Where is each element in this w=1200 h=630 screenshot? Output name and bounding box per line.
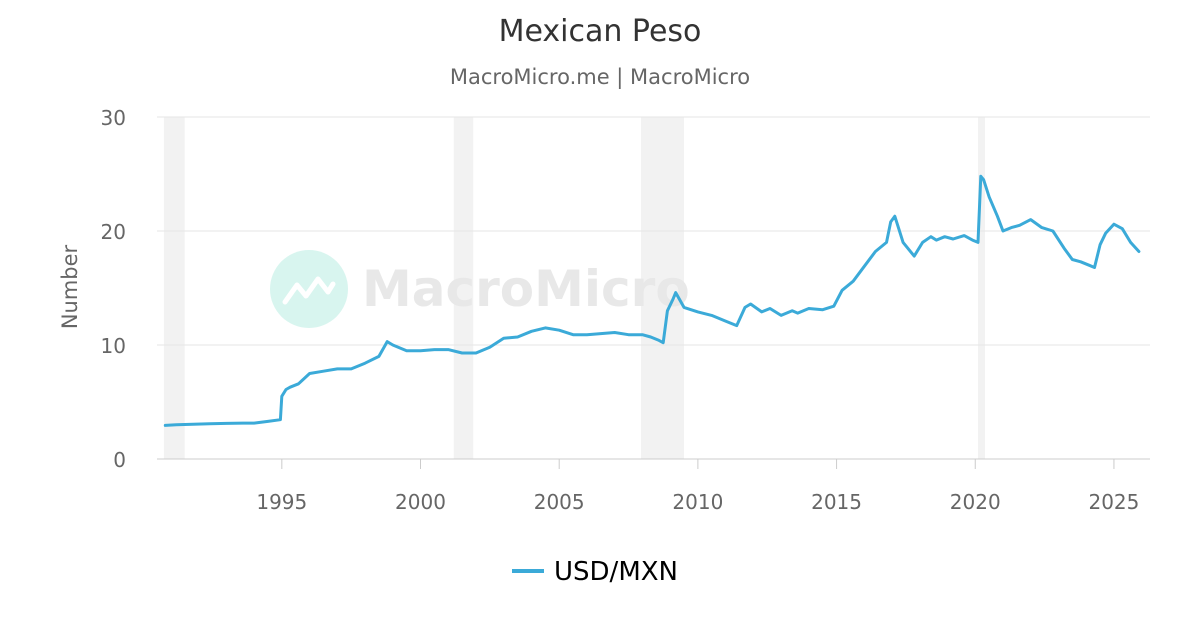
chart-title: Mexican Peso xyxy=(498,14,702,49)
shaded-periods xyxy=(163,117,985,459)
x-tick-label-2010: 2010 xyxy=(672,490,723,514)
series-line-usd-mxn xyxy=(163,174,1141,427)
x-tick-label-2025: 2025 xyxy=(1088,490,1139,514)
watermark-logo-mark xyxy=(282,276,336,305)
x-tick-label-2020: 2020 xyxy=(950,490,1001,514)
legend-label-usd-mxn: USD/MXN xyxy=(554,557,678,587)
x-tick-label-2000: 2000 xyxy=(395,490,446,514)
watermark-logo: MacroMicro xyxy=(270,250,690,328)
x-tick-label-2015: 2015 xyxy=(811,490,862,514)
y-tick-label-30: 30 xyxy=(101,106,126,130)
shaded-period-0 xyxy=(163,117,185,459)
x-tick-label-2005: 2005 xyxy=(534,490,585,514)
watermark-text: MacroMicro xyxy=(362,260,690,318)
series-lines xyxy=(163,174,1141,427)
chart-subtitle: MacroMicro.me | MacroMicro xyxy=(449,65,751,89)
y-tick-label-0: 0 xyxy=(113,448,126,472)
y-tick-label-10: 10 xyxy=(101,334,126,358)
x-tick-labels: 1995 2000 2005 2010 2015 2020 2025 xyxy=(256,459,1139,514)
legend[interactable]: USD/MXN xyxy=(512,557,678,587)
y-axis-label: Number xyxy=(58,244,82,329)
x-tick-label-1995: 1995 xyxy=(256,490,307,514)
grid-lines xyxy=(157,116,1150,346)
y-tick-labels: 0 10 20 30 xyxy=(101,106,126,472)
shaded-period-1 xyxy=(453,117,474,459)
shaded-period-2 xyxy=(641,117,685,459)
y-tick-label-20: 20 xyxy=(101,220,126,244)
shaded-period-3 xyxy=(978,117,985,459)
